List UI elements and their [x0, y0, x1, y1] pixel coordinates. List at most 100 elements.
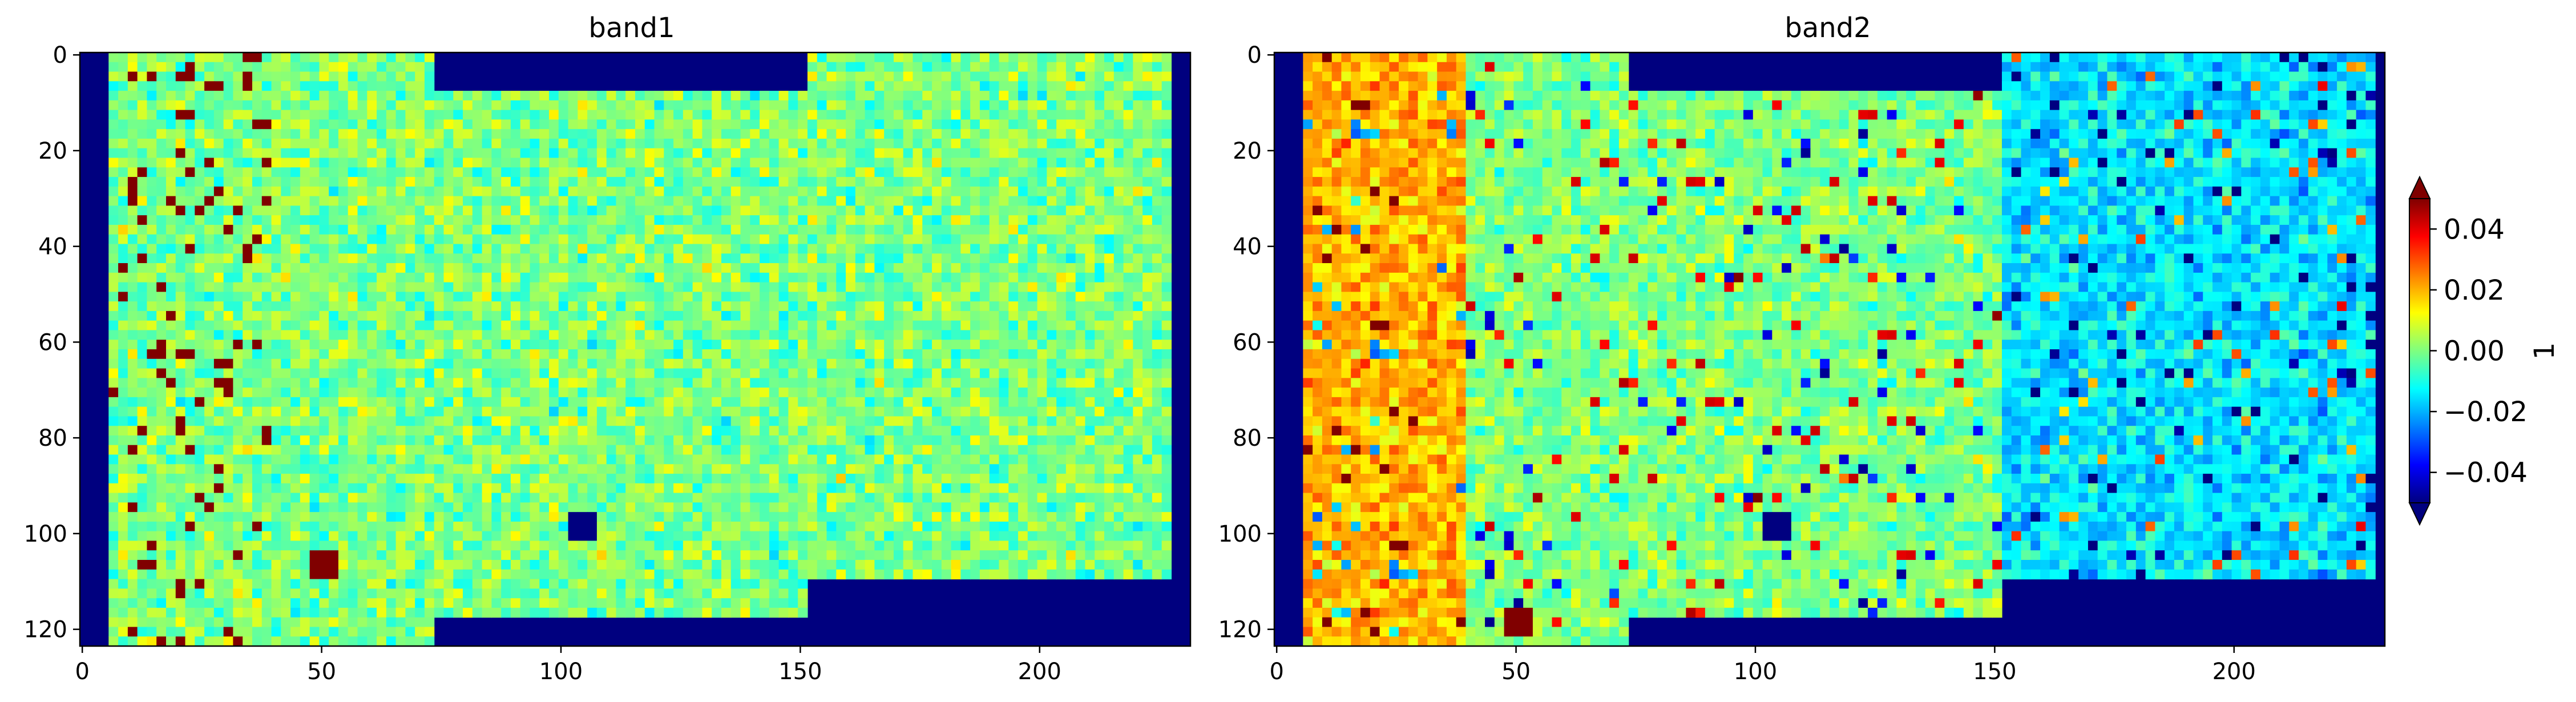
heatmap-cell: [578, 167, 588, 177]
heatmap-cell: [1152, 388, 1162, 398]
heatmap-cell: [1018, 71, 1028, 82]
heatmap-cell: [156, 416, 167, 426]
heatmap-cell: [960, 263, 971, 273]
heatmap-cell: [740, 138, 750, 149]
heatmap-cell: [922, 138, 932, 149]
heatmap-cell: [195, 349, 205, 360]
heatmap-cell: [1123, 62, 1133, 72]
heatmap-cell: [165, 224, 176, 235]
heatmap-cell: [807, 263, 818, 273]
heatmap-cell: [424, 167, 435, 177]
heatmap-cell: [817, 358, 827, 369]
heatmap-cell: [1075, 196, 1086, 206]
heatmap-cell: [185, 158, 195, 168]
heatmap-cell: [195, 388, 205, 398]
heatmap-cell: [1027, 445, 1038, 455]
heatmap-cell: [578, 340, 588, 350]
heatmap-cell: [395, 426, 406, 436]
heatmap-cell: [702, 119, 712, 130]
heatmap-cell: [290, 224, 301, 235]
heatmap-cell: [482, 167, 492, 177]
heatmap-cell: [252, 454, 263, 465]
heatmap-cell: [855, 368, 866, 378]
heatmap-cell: [463, 110, 473, 120]
heatmap-cell: [1113, 320, 1124, 331]
heatmap-cell: [1123, 263, 1133, 273]
heatmap-cell: [1008, 62, 1019, 72]
heatmap-cell: [970, 205, 980, 216]
heatmap-cell: [558, 358, 569, 369]
heatmap-cell: [788, 416, 798, 426]
heatmap-cell: [1075, 292, 1086, 302]
heatmap-cell: [338, 148, 349, 159]
heatmap-cell: [712, 215, 722, 225]
heatmap-cell: [281, 138, 291, 149]
heatmap-cell: [960, 397, 971, 408]
heatmap-cell: [596, 388, 607, 398]
heatmap-cell: [108, 62, 119, 72]
heatmap-cell: [165, 91, 176, 101]
heatmap-cell: [778, 445, 789, 455]
heatmap-cell: [673, 129, 684, 139]
heatmap-cell: [510, 330, 521, 340]
heatmap-cell: [281, 234, 291, 245]
heatmap-cell: [558, 320, 569, 331]
heatmap-cell: [922, 234, 932, 245]
heatmap-cell: [424, 215, 435, 225]
heatmap-cell: [357, 234, 368, 245]
heatmap-cell: [1056, 100, 1067, 111]
heatmap-cell: [147, 53, 157, 63]
heatmap-cell: [721, 110, 732, 120]
heatmap-cell: [281, 397, 291, 408]
heatmap-cell: [261, 358, 272, 369]
heatmap-cell: [855, 454, 866, 465]
heatmap-cell: [185, 253, 195, 264]
heatmap-cell: [664, 483, 674, 494]
heatmap-cell: [195, 91, 205, 101]
heatmap-cell: [817, 110, 827, 120]
heatmap-cell: [903, 349, 914, 360]
heatmap-cell: [252, 71, 263, 82]
heatmap-cell: [290, 167, 301, 177]
heatmap-cell: [1047, 148, 1057, 159]
heatmap-cell: [233, 100, 243, 111]
heatmap-cell: [386, 483, 397, 494]
heatmap-cell: [300, 177, 310, 187]
heatmap-cell: [884, 167, 894, 177]
heatmap-cell: [826, 282, 837, 292]
heatmap-cell: [712, 310, 722, 321]
heatmap-cell: [319, 71, 329, 82]
heatmap-cell: [1065, 244, 1076, 254]
heatmap-cell: [855, 177, 866, 187]
heatmap-cell: [147, 320, 157, 331]
heatmap-cell: [884, 292, 894, 302]
heatmap-cell: [846, 406, 856, 417]
heatmap-cell: [443, 445, 454, 455]
heatmap-cell: [1008, 310, 1019, 321]
heatmap-cell: [1065, 378, 1076, 388]
heatmap-cell: [654, 167, 664, 177]
heatmap-cell: [893, 263, 904, 273]
heatmap-cell: [760, 406, 770, 417]
heatmap-cell: [1027, 310, 1038, 321]
heatmap-cell: [979, 53, 990, 63]
heatmap-cell: [309, 71, 320, 82]
heatmap-cell: [1065, 454, 1076, 465]
heatmap-cell: [884, 349, 894, 360]
heatmap-cell: [865, 416, 875, 426]
heatmap-cell: [884, 129, 894, 139]
heatmap-cell: [185, 234, 195, 245]
heatmap-cell: [778, 129, 789, 139]
heatmap-cell: [309, 474, 320, 484]
heatmap-cell: [185, 301, 195, 312]
heatmap-cell: [367, 406, 377, 417]
heatmap-cell: [252, 205, 263, 216]
heatmap-cell: [836, 416, 846, 426]
heatmap-cell: [855, 234, 866, 245]
heatmap-cell: [453, 282, 463, 292]
heatmap-cell: [596, 138, 607, 149]
heatmap-cell: [893, 81, 904, 91]
heatmap-cell: [252, 91, 263, 101]
heatmap-cell: [463, 474, 473, 484]
heatmap-cell: [395, 138, 406, 149]
